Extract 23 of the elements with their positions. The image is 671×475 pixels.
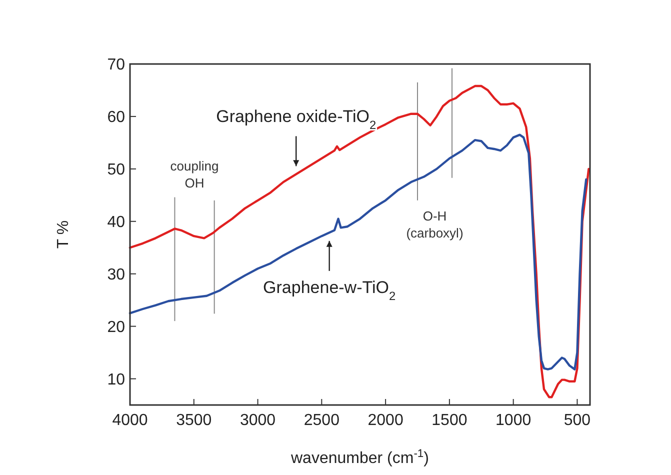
x-tick-label: 1500 [432, 412, 468, 429]
y-tick-label: 30 [107, 266, 126, 284]
y-tick-label: 70 [107, 56, 126, 74]
ref-line-label: O-H (carboxyl) [406, 208, 464, 240]
x-tick-label: 1000 [496, 412, 532, 429]
ref-line-label: coupling OH [170, 158, 219, 190]
x-tick-label: 3500 [176, 412, 212, 429]
y-tick-label: 40 [107, 214, 126, 231]
x-axis-title: wavenumber (cm$^{-1}$) [290, 448, 429, 467]
y-axis-title: T % [55, 220, 72, 249]
y-tick-label: 10 [107, 371, 126, 388]
x-tick-label: 2000 [368, 412, 404, 429]
x-tick-label: 500 [564, 412, 591, 429]
y-tick-label: 60 [107, 109, 126, 126]
y-tick-label: 20 [107, 318, 126, 336]
line-series [128, 134, 588, 370]
x-tick-label: 3000 [240, 412, 276, 429]
line-series [128, 84, 590, 398]
x-tick-label: 4000 [112, 412, 148, 429]
x-tick-label: 2500 [304, 412, 340, 429]
annotation: Graphene-w-TiO$_{2}$ [263, 278, 396, 303]
annotation: Graphene oxide-TiO$_{2}$ [216, 107, 376, 132]
y-tick-label: 50 [107, 162, 126, 179]
